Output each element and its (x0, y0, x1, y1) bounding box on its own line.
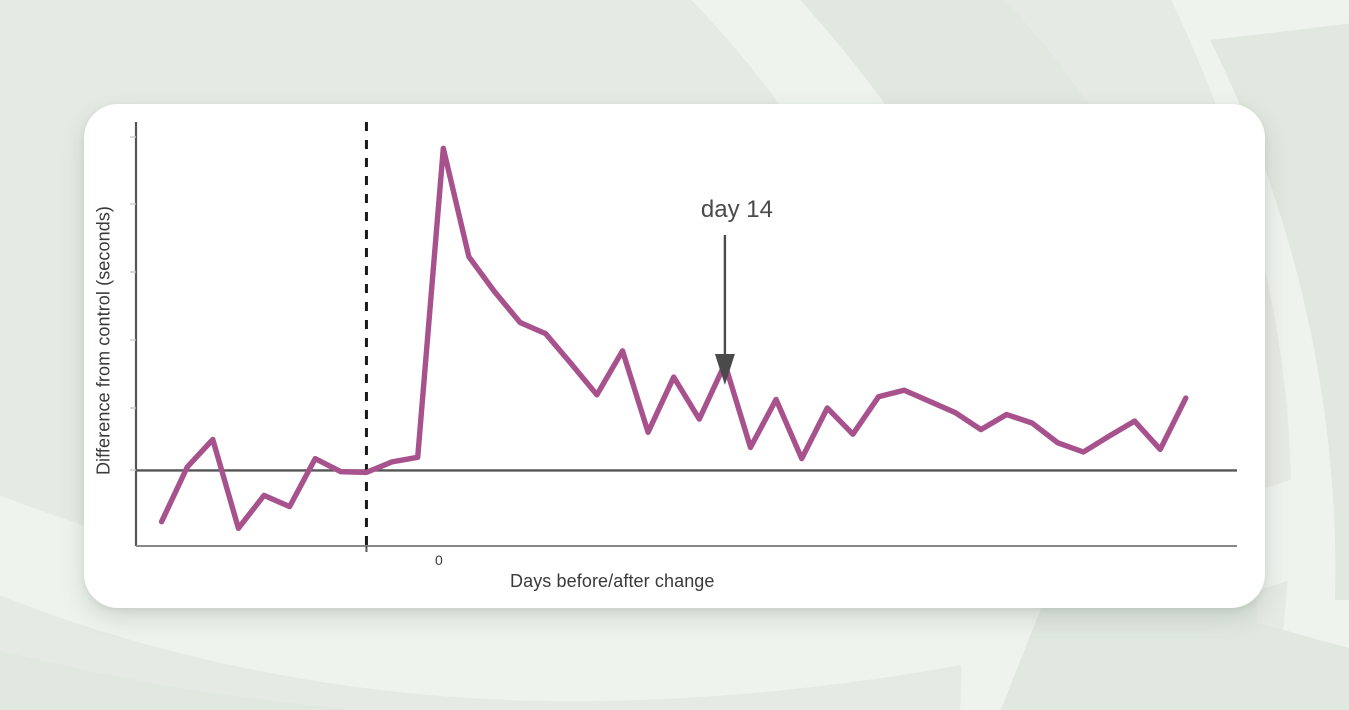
chart-card (84, 104, 1265, 608)
x-axis-tick-label-zero: 0 (435, 552, 443, 568)
y-axis-label: Difference from control (seconds) (93, 205, 114, 476)
day14-annotation-label: day 14 (700, 196, 773, 223)
x-axis-label: Days before/after change (510, 571, 715, 591)
